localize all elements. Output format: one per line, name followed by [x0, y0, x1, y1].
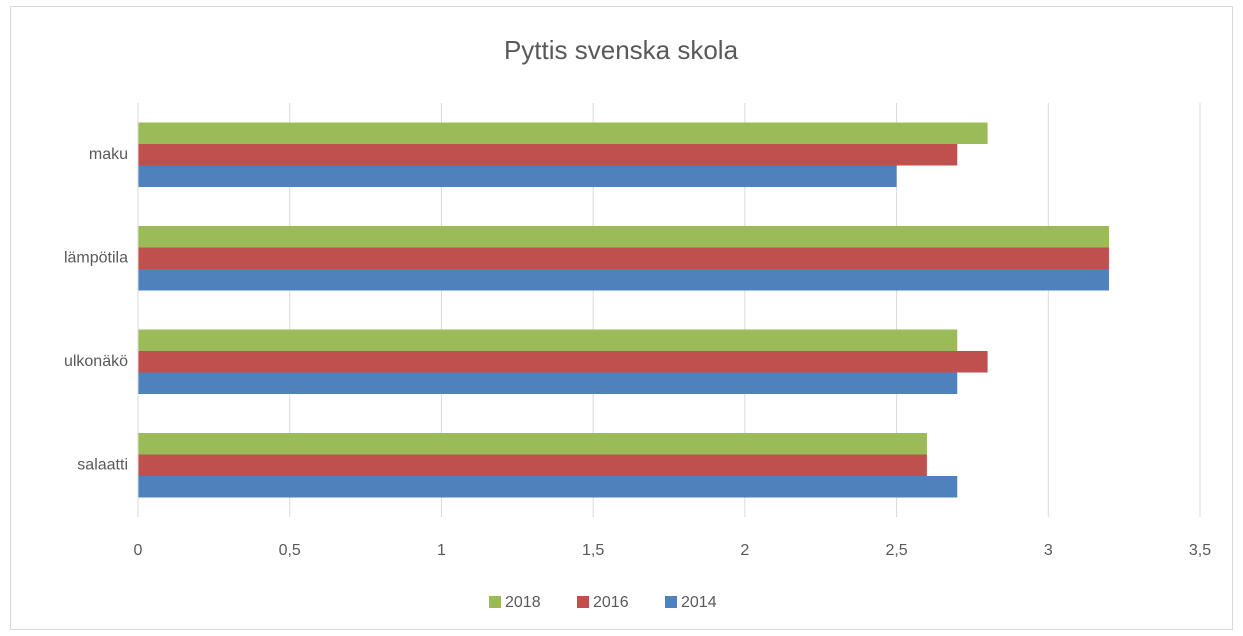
x-tick-label: 3,5: [1189, 542, 1211, 559]
chart-title: Pyttis svenska skola: [504, 35, 739, 65]
legend-swatch: [665, 596, 677, 608]
y-tick-label: salaatti: [77, 456, 128, 473]
bar: [138, 351, 988, 373]
bar: [138, 144, 958, 166]
x-tick-label: 2: [740, 542, 749, 559]
bar: [138, 372, 958, 394]
x-tick-label: 0,5: [279, 542, 301, 559]
bar: [138, 165, 897, 187]
bar: [138, 269, 1109, 291]
x-tick-label: 2,5: [885, 542, 907, 559]
bar: [138, 329, 958, 351]
bar: [138, 476, 958, 498]
y-tick-label: ulkonäkö: [64, 353, 128, 370]
bar: [138, 247, 1109, 269]
legend-label: 2016: [593, 594, 629, 611]
chart-border: [10, 6, 1233, 630]
x-tick-label: 1: [437, 542, 446, 559]
x-tick-label: 3: [1044, 542, 1053, 559]
bar: [138, 433, 927, 455]
legend-label: 2014: [681, 594, 717, 611]
bar: [138, 122, 988, 144]
y-tick-label: maku: [89, 146, 128, 163]
legend-swatch: [577, 596, 589, 608]
x-tick-label: 1,5: [582, 542, 604, 559]
bar: [138, 226, 1109, 248]
x-tick-label: 0: [134, 542, 143, 559]
legend-swatch: [489, 596, 501, 608]
bar: [138, 454, 927, 476]
legend-label: 2018: [505, 594, 541, 611]
y-tick-label: lämpötila: [64, 249, 128, 266]
